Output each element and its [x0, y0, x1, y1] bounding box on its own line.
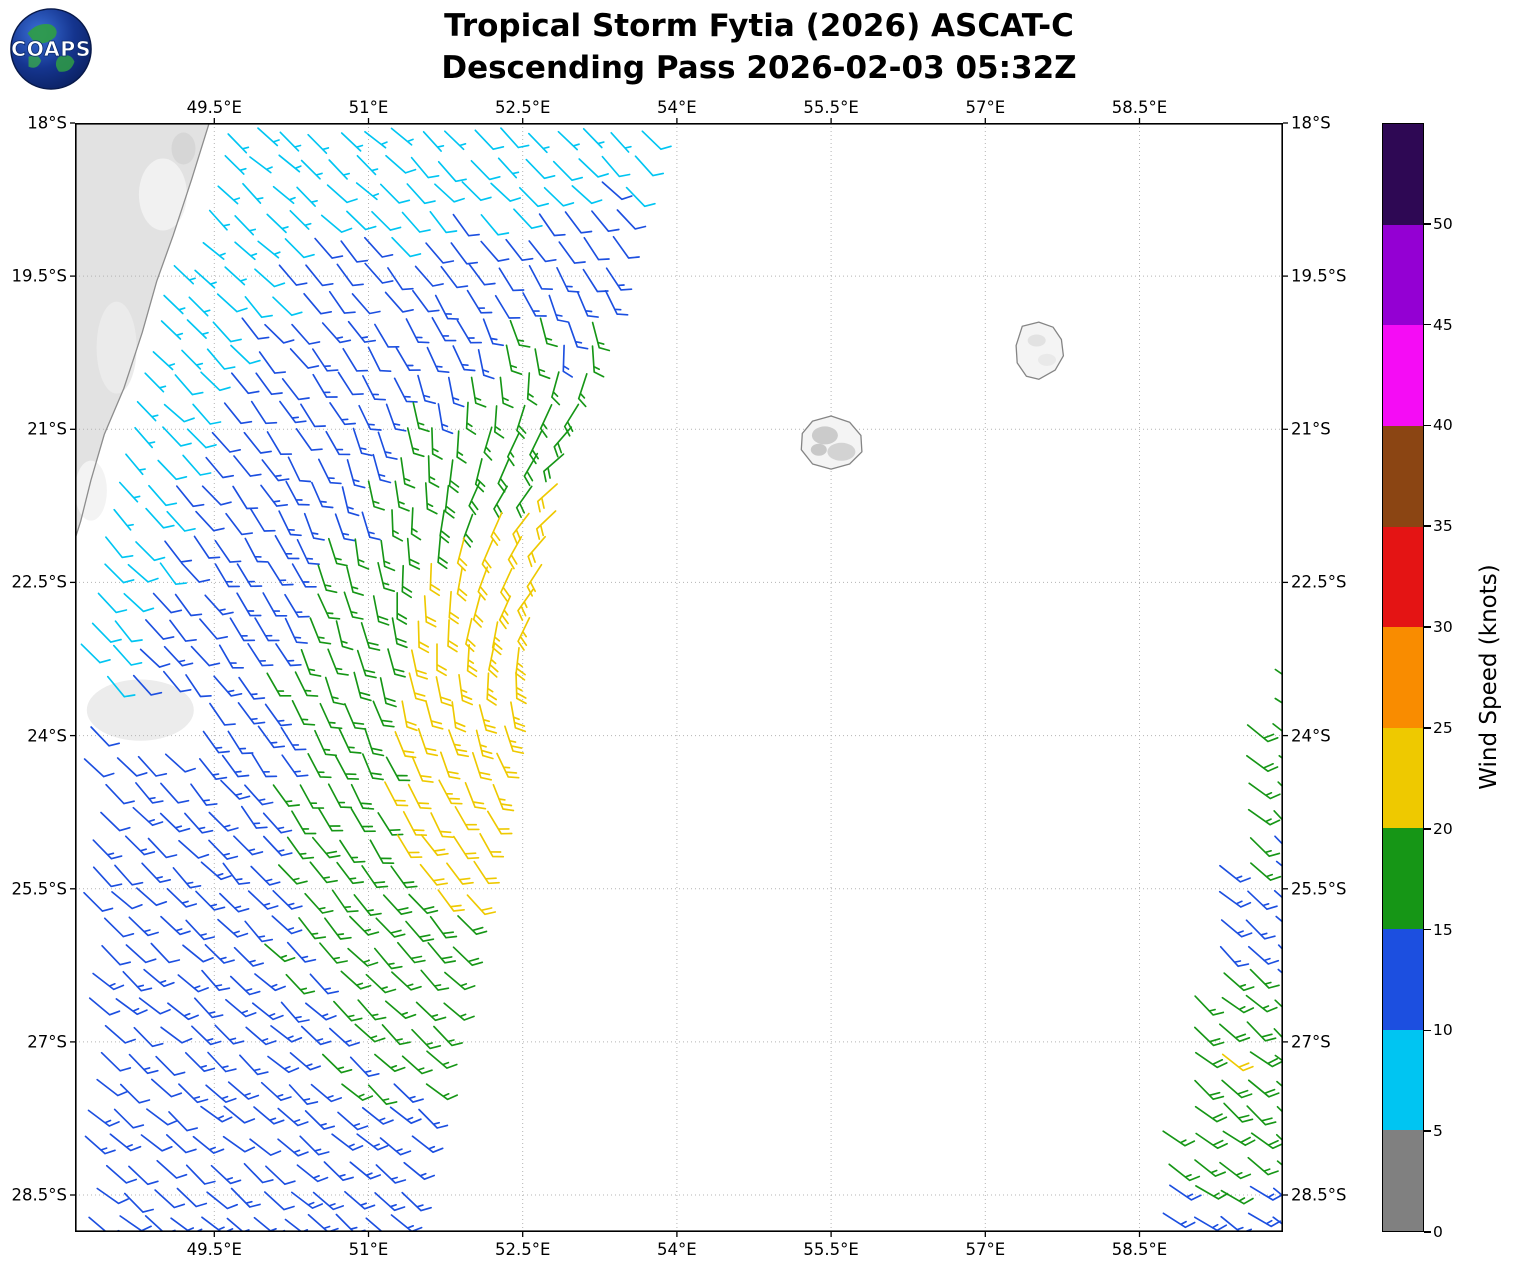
- colorbar-tick: [1424, 1231, 1431, 1233]
- lat-tick-label-right: 25.5°S: [1291, 879, 1347, 899]
- plot-title-line1: Tropical Storm Fytia (2026) ASCAT-C: [444, 8, 1074, 44]
- lat-tick-label-right: 21°S: [1291, 419, 1331, 439]
- lon-tick-label-bottom: 58.5°E: [1111, 1240, 1168, 1259]
- lat-tick-label-right: 22.5°S: [1291, 572, 1347, 592]
- colorbar-segment: [1383, 627, 1423, 728]
- logo-landmass-icon: [27, 23, 57, 44]
- lon-tick-label-top: 54°E: [657, 98, 697, 117]
- lon-tick-label-top: 52.5°E: [494, 98, 551, 117]
- colorbar-segment: [1383, 929, 1423, 1030]
- colorbar-tick-label: 20: [1433, 819, 1453, 838]
- lat-tick-label-left: 25.5°S: [11, 879, 67, 899]
- wind-barb-layer: [80, 127, 1283, 1232]
- madagascar-coastline: [75, 123, 210, 542]
- lat-tick-label-left: 19.5°S: [11, 266, 67, 286]
- colorbar-tick-label: 0: [1433, 1223, 1443, 1241]
- logo-text: COAPS: [11, 37, 91, 61]
- colorbar-segment: [1383, 727, 1423, 829]
- colorbar-segment: [1383, 425, 1423, 527]
- colorbar-tick: [1424, 223, 1431, 225]
- plot-title-line2: Descending Pass 2026-02-03 05:32Z: [441, 49, 1077, 86]
- lat-tick-label-left: 22.5°S: [11, 572, 67, 592]
- lon-tick-label-top: 58.5°E: [1111, 98, 1168, 117]
- plot-title: Tropical Storm Fytia (2026) ASCAT-C Desc…: [441, 6, 1076, 90]
- wind-barb-map: [70, 118, 1288, 1237]
- lon-tick-label-bottom: 54°E: [657, 1240, 697, 1259]
- colorbar-segment: [1383, 1029, 1423, 1131]
- colorbar-tick: [1424, 1130, 1431, 1132]
- lon-tick-label-bottom: 49.5°E: [186, 1240, 242, 1259]
- map-base-layer: [75, 123, 210, 741]
- coaps-logo: COAPS: [10, 8, 92, 90]
- lat-tick-label-right: 24°S: [1291, 726, 1331, 746]
- lon-tick-label-top: 55.5°E: [803, 98, 859, 117]
- graticule: [75, 123, 1283, 1232]
- lat-tick-label-right: 19.5°S: [1291, 266, 1347, 286]
- colorbar-tick-label: 25: [1433, 718, 1453, 737]
- lat-tick-label-left: 24°S: [27, 726, 67, 746]
- colorbar-tick: [1424, 323, 1431, 326]
- lon-tick-label-bottom: 52.5°E: [494, 1240, 551, 1259]
- colorbar-segment: [1383, 526, 1423, 628]
- colorbar-segment: [1383, 224, 1423, 326]
- colorbar-tick-label: 35: [1433, 517, 1453, 536]
- colorbar: [1382, 123, 1424, 1232]
- lat-tick-label-left: 18°S: [27, 113, 67, 133]
- colorbar-tick: [1424, 424, 1431, 427]
- colorbar-tick-label: 15: [1433, 920, 1453, 939]
- colorbar-tick: [1424, 928, 1431, 931]
- colorbar-tick-label: 50: [1433, 214, 1453, 233]
- colorbar-tick: [1424, 727, 1431, 729]
- colorbar-tick-label: 30: [1433, 618, 1453, 637]
- lat-tick-label-right: 28.5°S: [1291, 1185, 1347, 1205]
- lon-tick-label-top: 51°E: [348, 98, 389, 117]
- colorbar-tick-label: 40: [1433, 416, 1453, 435]
- colorbar-tick: [1424, 525, 1431, 528]
- colorbar-segment: [1383, 124, 1423, 225]
- lat-tick-label-left: 27°S: [27, 1032, 67, 1052]
- logo-landmass-icon: [28, 55, 42, 68]
- colorbar-title: Wind Speed (knots): [1476, 564, 1502, 790]
- colorbar-segment: [1383, 325, 1423, 426]
- lat-tick-label-right: 18°S: [1291, 113, 1331, 133]
- lon-tick-label-bottom: 55.5°E: [803, 1240, 859, 1259]
- map-frame: [75, 123, 1284, 1233]
- lon-tick-label-bottom: 57°E: [965, 1240, 1006, 1259]
- lat-tick-label-left: 21°S: [27, 419, 67, 439]
- shoal-patch: [86, 679, 194, 741]
- mauritius-island: [1015, 321, 1065, 380]
- lon-tick-label-bottom: 51°E: [348, 1240, 389, 1259]
- lon-tick-label-top: 49.5°E: [186, 98, 242, 117]
- colorbar-tick-label: 10: [1433, 1021, 1453, 1040]
- lon-tick-label-top: 57°E: [965, 98, 1006, 117]
- colorbar-tick: [1424, 827, 1431, 830]
- colorbar-segment: [1383, 828, 1423, 930]
- colorbar-tick-label: 45: [1433, 315, 1453, 334]
- lat-tick-label-right: 27°S: [1291, 1032, 1331, 1052]
- colorbar-segment: [1383, 1130, 1423, 1232]
- colorbar-tick: [1424, 1029, 1431, 1032]
- logo-globe: [10, 8, 92, 90]
- colorbar-tick-label: 5: [1433, 1122, 1443, 1141]
- axis-ticks: [70, 118, 1288, 1237]
- reunion-island: [800, 415, 863, 470]
- lat-tick-label-left: 28.5°S: [11, 1185, 67, 1205]
- logo-landmass-icon: [55, 55, 75, 72]
- colorbar-tick: [1424, 626, 1431, 628]
